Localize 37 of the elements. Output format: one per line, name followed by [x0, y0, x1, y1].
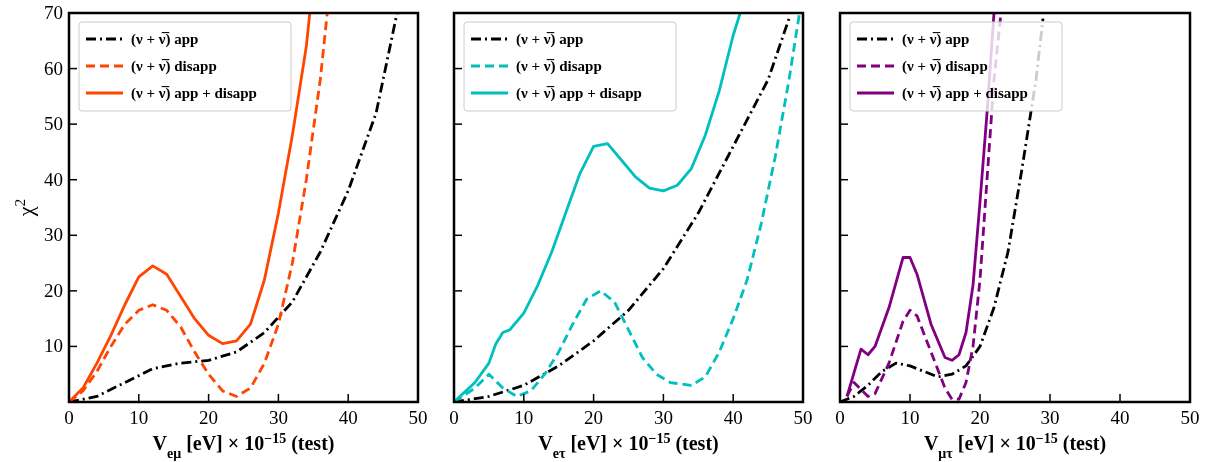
- x-axis-title: V$_{eτ}$ [eV] × 10$^{−15}$ (test): [538, 430, 719, 461]
- x-tick-label: 0: [64, 407, 74, 428]
- x-axis-title: V$_{μτ}$ [eV] × 10$^{−15}$ (test): [923, 430, 1107, 461]
- legend-label: (ν + ν̅) app + disapp: [902, 85, 1028, 102]
- x-tick-label: 30: [653, 407, 673, 428]
- y-tick-label: 60: [44, 57, 63, 79]
- x-tick-label: 50: [793, 407, 813, 428]
- x-tick-label: 50: [408, 407, 428, 428]
- x-tick-label: 20: [199, 407, 219, 428]
- x-axis-title: V$_{eμ}$ [eV] × 10$^{−15}$ (test): [152, 430, 335, 461]
- x-tick-label: 40: [338, 407, 358, 428]
- x-tick-label: 20: [584, 407, 604, 428]
- x-tick-label: 30: [268, 407, 288, 428]
- legend-label: (ν + ν̅) disapp: [902, 58, 988, 75]
- x-tick-label: 0: [449, 407, 459, 428]
- x-tick-label: 40: [723, 407, 743, 428]
- y-tick-label: 30: [44, 224, 63, 246]
- x-tick-label: 50: [1180, 407, 1200, 428]
- y-tick-label: 50: [44, 113, 63, 135]
- legend-label: (ν + ν̅) app + disapp: [516, 85, 642, 102]
- x-tick-label: 0: [835, 407, 845, 428]
- x-tick-label: 20: [970, 407, 990, 428]
- y-tick-label: 10: [44, 335, 63, 357]
- y-tick-label: 40: [44, 168, 63, 190]
- legend-label: (ν + ν̅) app: [902, 31, 970, 48]
- x-tick-label: 10: [514, 407, 534, 428]
- legend-label: (ν + ν̅) app: [516, 31, 584, 48]
- x-tick-label: 40: [1110, 407, 1130, 428]
- legend-label: (ν + ν̅) disapp: [516, 58, 602, 75]
- x-tick-label: 30: [1040, 407, 1060, 428]
- legend-label: (ν + ν̅) disapp: [131, 58, 217, 75]
- legend-label: (ν + ν̅) app: [131, 31, 199, 48]
- x-tick-label: 10: [129, 407, 149, 428]
- legend-label: (ν + ν̅) app + disapp: [131, 85, 257, 102]
- y-tick-label: 20: [44, 279, 63, 301]
- x-tick-label: 10: [900, 407, 920, 428]
- y-tick-label: 70: [44, 2, 63, 23]
